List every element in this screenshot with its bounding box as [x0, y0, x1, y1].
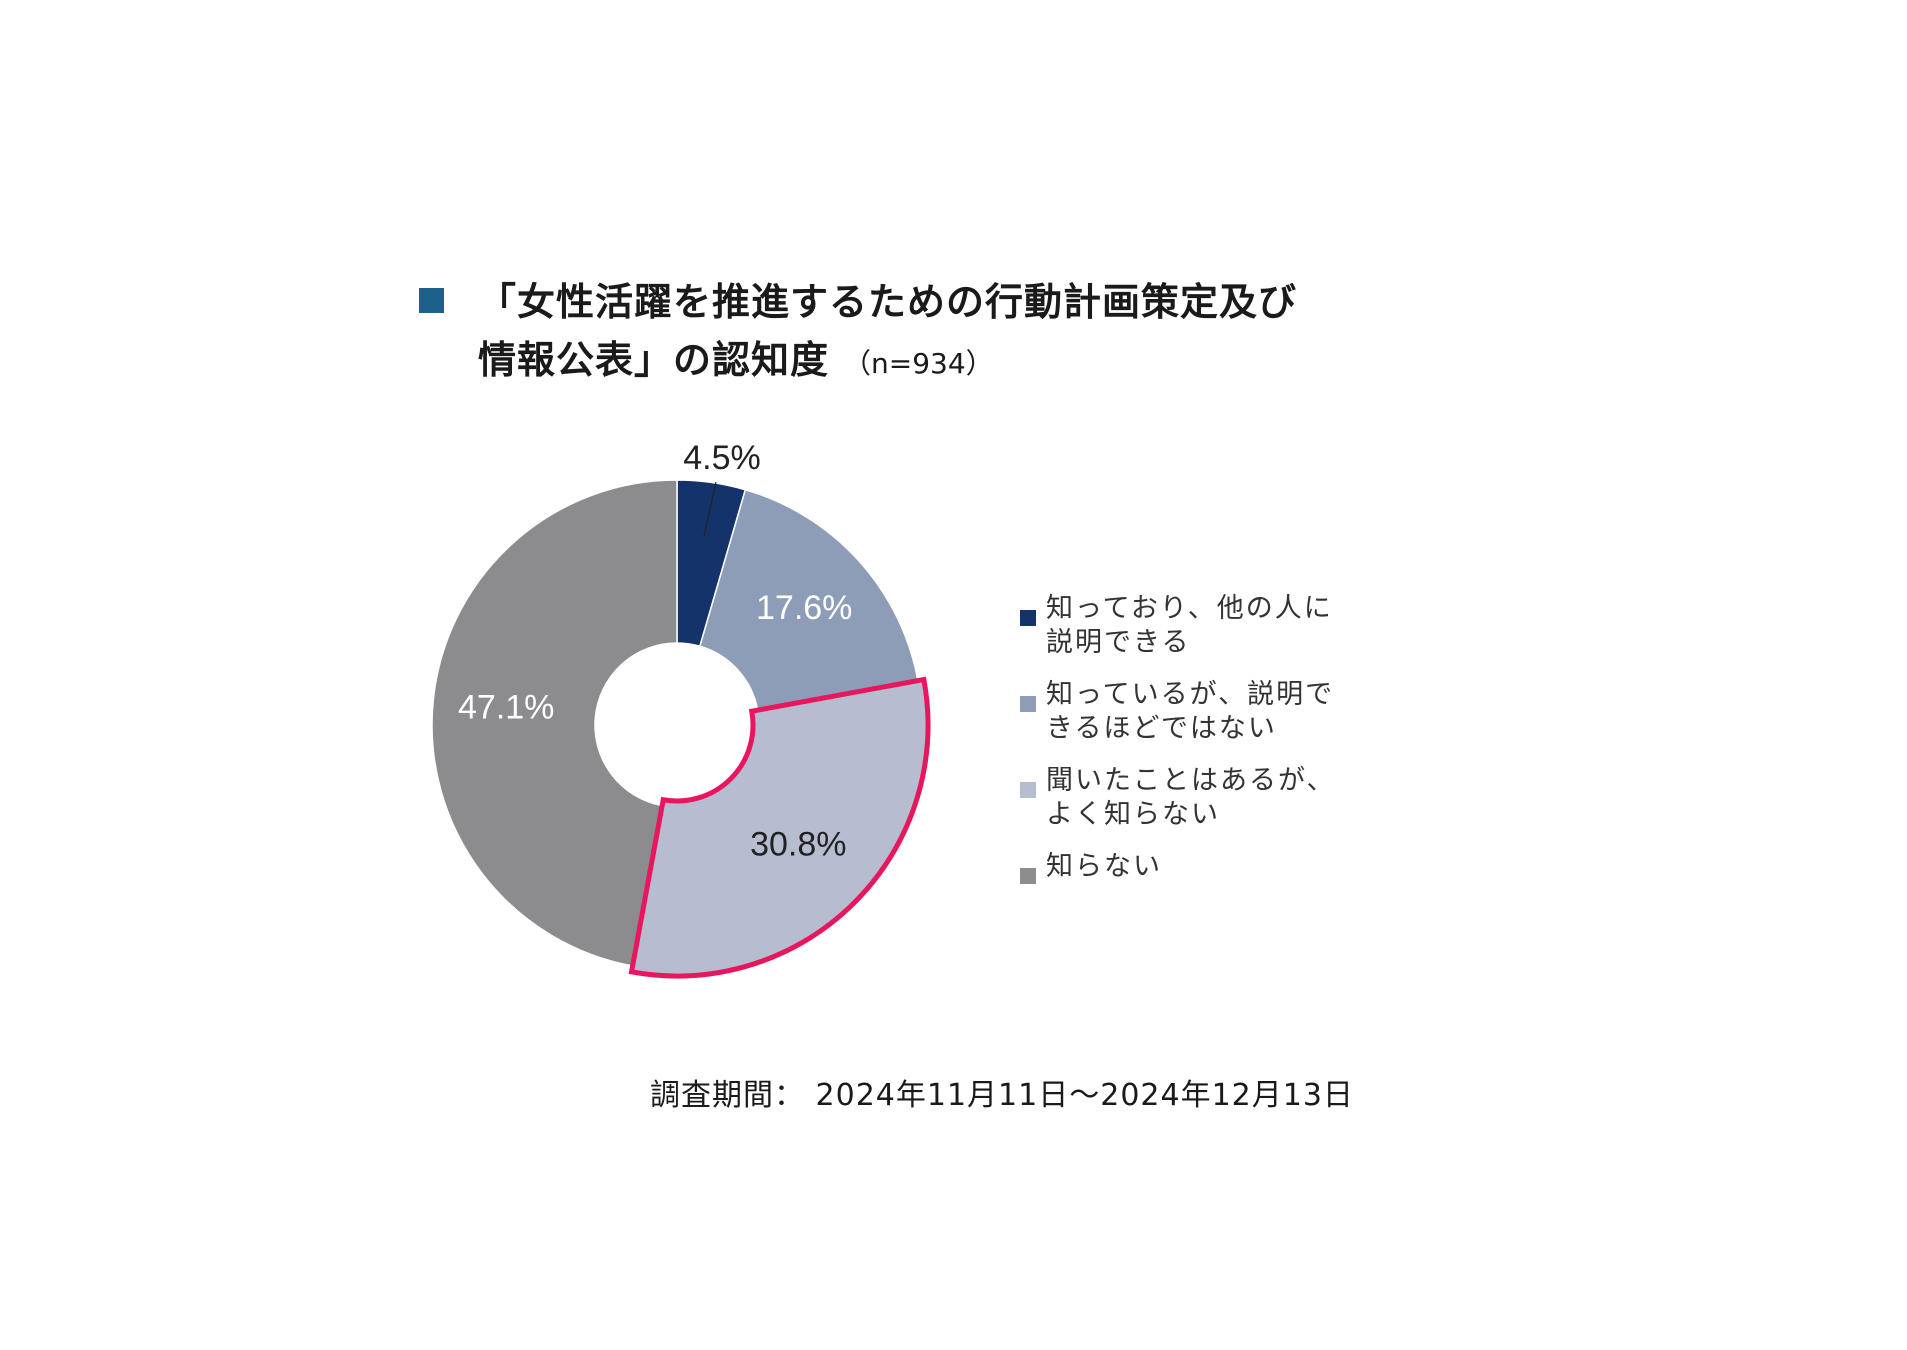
chart-title-line2: 情報公表」の認知度 （n=934）	[478, 336, 994, 388]
donut-slice	[698, 488, 919, 712]
title-marker	[419, 288, 444, 313]
legend-item: 聞いたことはあるが、 よく知らない	[1020, 764, 1380, 832]
legend-item: 知っているが、説明で きるほどではない	[1020, 678, 1380, 746]
legend-swatch	[1020, 610, 1036, 626]
donut-slices	[431, 479, 929, 977]
data-label: 17.6%	[756, 589, 852, 627]
legend-label: 聞いたことはあるが、 よく知らない	[1046, 764, 1335, 832]
data-label: 30.8%	[750, 825, 846, 863]
legend-swatch	[1020, 696, 1036, 712]
legend-label: 知っているが、説明で きるほどではない	[1046, 678, 1334, 746]
legend-item: 知らない	[1020, 850, 1380, 884]
data-label: 4.5%	[683, 439, 761, 477]
data-labels-layer: 4.5% 17.6% 30.8% 47.1%	[458, 439, 852, 863]
legend-label: 知っており、他の人に 説明できる	[1046, 592, 1333, 660]
donut-slice	[431, 479, 678, 967]
legend-label-line1: 知らない	[1046, 851, 1162, 882]
legend-label-line2: 説明できる	[1046, 627, 1191, 658]
legend-item: 知っており、他の人に 説明できる	[1020, 592, 1380, 660]
legend-label-line1: 聞いたことはあるが、	[1046, 765, 1336, 796]
chart-title-line2-text: 情報公表」の認知度	[478, 338, 830, 382]
legend-swatch	[1020, 868, 1036, 884]
legend-label: 知らない	[1046, 850, 1162, 884]
legend-label-line1: 知っており、他の人に	[1046, 593, 1333, 624]
survey-period: 調査期間： 2024年11月11日～2024年12月13日	[650, 1078, 1354, 1113]
chart-title-line1: 「女性活躍を推進するための行動計画策定及び	[478, 280, 1298, 324]
legend-label-line1: 知っているが、説明で	[1046, 679, 1335, 710]
data-label: 47.1%	[458, 688, 554, 726]
legend: 知っており、他の人に 説明できる 知っているが、説明で きるほどではない 聞いたこと…	[1020, 592, 1380, 902]
legend-label-line2: きるほどではない	[1046, 713, 1277, 744]
legend-label-line2: よく知らない	[1046, 799, 1220, 830]
legend-swatch	[1020, 782, 1036, 798]
highlight-layer	[628, 676, 931, 979]
sample-size: （n=934）	[843, 347, 994, 380]
leader-line	[703, 481, 717, 538]
highlight-outline	[628, 676, 931, 979]
